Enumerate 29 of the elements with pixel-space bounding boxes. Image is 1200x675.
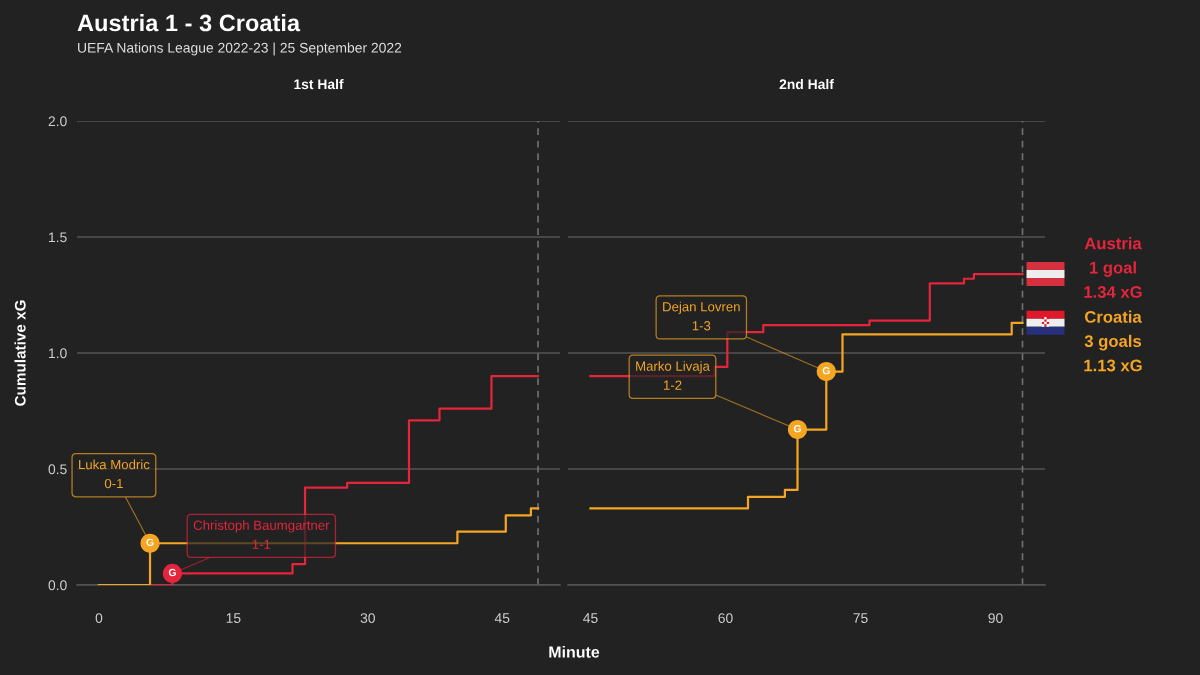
y-tick-label: 0.0	[48, 580, 67, 591]
x-tick-label: 90	[988, 613, 1003, 623]
text: Austria 1 - 3 Croatia	[77, 14, 301, 32]
text: UEFA Nations League 2022-23 | 25 September 2022	[78, 42, 402, 56]
annotation: Dejan Lovren 1-3	[663, 301, 740, 331]
data-label: G	[146, 538, 154, 547]
annotation: Luka Modric 0-1	[79, 459, 150, 489]
x-tick-label: 75	[853, 613, 868, 623]
y-tick-label: 2.0	[48, 116, 67, 127]
x-tick-label: 60	[718, 613, 733, 623]
data-label: G	[822, 366, 830, 375]
x-tick-label: 15	[226, 613, 241, 623]
annotation: Marko Livaja 1-2	[636, 361, 710, 390]
y-tick-label: 1.0	[49, 348, 67, 359]
x-tick-label: 45	[583, 613, 598, 623]
y-tick-label: 0.5	[48, 464, 67, 475]
x-tick-label: 45	[494, 613, 510, 623]
y-tick-label: 1.5	[49, 232, 67, 243]
x-tick-label: 0	[95, 613, 103, 623]
chart-title: 1st Half	[294, 78, 344, 90]
y-axis-title: Cumulative xG	[14, 300, 26, 406]
chart-title: 2nd Half	[779, 78, 834, 90]
x-axis-title: Minute	[549, 646, 600, 658]
data-label: G	[793, 424, 801, 433]
data-label: G	[168, 568, 176, 577]
text: Austria 1 goal 1.34 xG	[1084, 237, 1142, 298]
x-tick-label: 30	[360, 613, 375, 623]
text: Croatia 3 goals 1.13 xG	[1084, 310, 1142, 372]
annotation: Christoph Baumgartner 1-1	[193, 520, 330, 549]
